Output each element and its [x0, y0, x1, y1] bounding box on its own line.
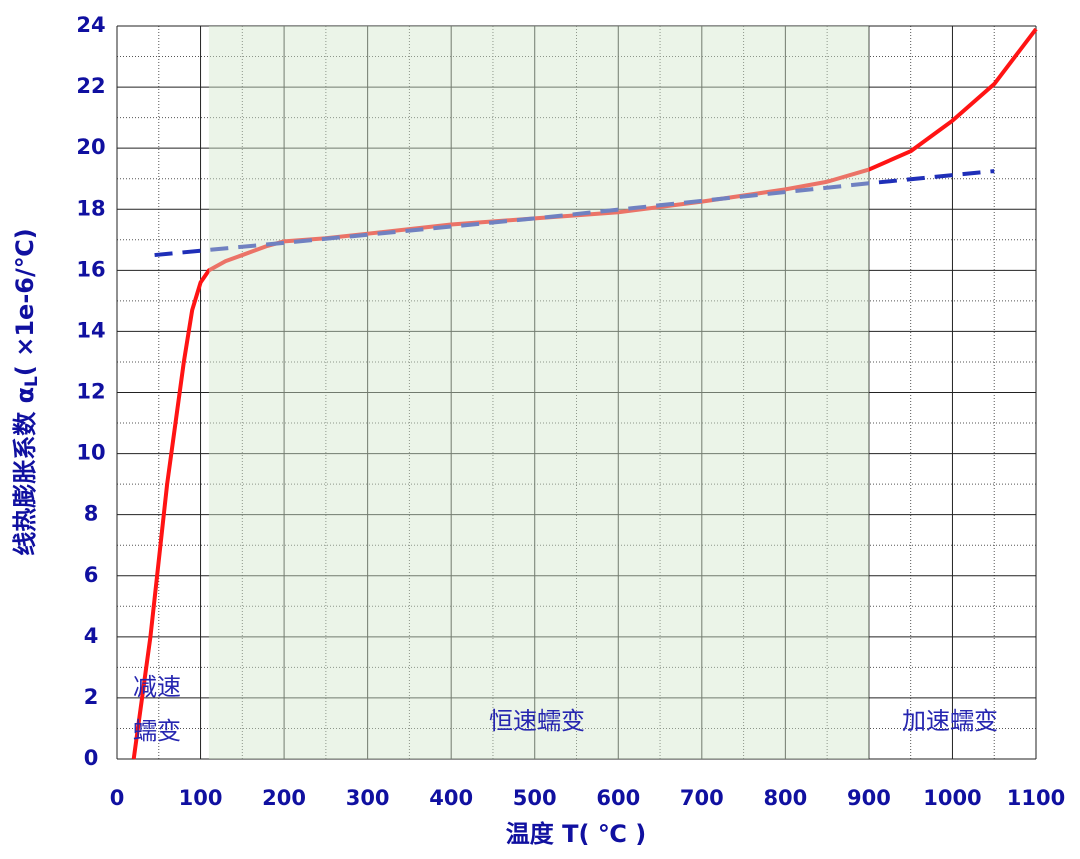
- y-label-sub: L: [22, 376, 42, 387]
- series-line: [131, 27, 1038, 760]
- x-tick-label: 1000: [923, 786, 981, 810]
- annotation: 减速: [133, 673, 181, 701]
- x-tick-label: 200: [262, 786, 306, 810]
- x-tick-label: 500: [513, 786, 557, 810]
- y-axis-label: 线热膨胀系数 αL( ×1e-6/℃): [11, 228, 42, 556]
- y-tick-label: 22: [76, 74, 105, 98]
- shaded-region: [208, 26, 869, 759]
- y-tick-label: 18: [76, 196, 105, 220]
- y-tick-label: 8: [84, 502, 99, 526]
- series-line: [154, 169, 995, 258]
- x-tick-label: 100: [179, 786, 223, 810]
- y-tick-label: 6: [84, 563, 99, 587]
- y-tick-label: 14: [76, 318, 105, 342]
- y-tick-label: 10: [76, 441, 105, 465]
- x-tick-label: 800: [763, 786, 807, 810]
- y-tick-label: 12: [76, 380, 105, 404]
- y-tick-label: 20: [76, 135, 105, 159]
- y-label-main: 线热膨胀系数 α: [11, 387, 39, 556]
- y-tick-label: 24: [76, 13, 105, 37]
- annotation: 恒速蠕变: [489, 707, 585, 735]
- annotation: 加速蠕变: [902, 707, 998, 735]
- y-tick-label: 2: [84, 685, 99, 709]
- y-tick-label: 16: [76, 257, 105, 281]
- x-tick-label: 600: [596, 786, 640, 810]
- x-tick-label: 1100: [1007, 786, 1065, 810]
- y-tick-label: 4: [84, 624, 99, 648]
- annotation: 蠕变: [133, 717, 181, 745]
- x-tick-label: 700: [680, 786, 724, 810]
- x-tick-label: 400: [429, 786, 473, 810]
- x-axis-label: 温度 T( ℃ ): [506, 820, 646, 848]
- x-tick-label: 300: [346, 786, 390, 810]
- x-tick-label: 900: [847, 786, 891, 810]
- y-label-unit: ( ×1e-6/℃): [11, 228, 39, 376]
- x-tick-label: 0: [110, 786, 125, 810]
- y-tick-label: 0: [84, 746, 99, 770]
